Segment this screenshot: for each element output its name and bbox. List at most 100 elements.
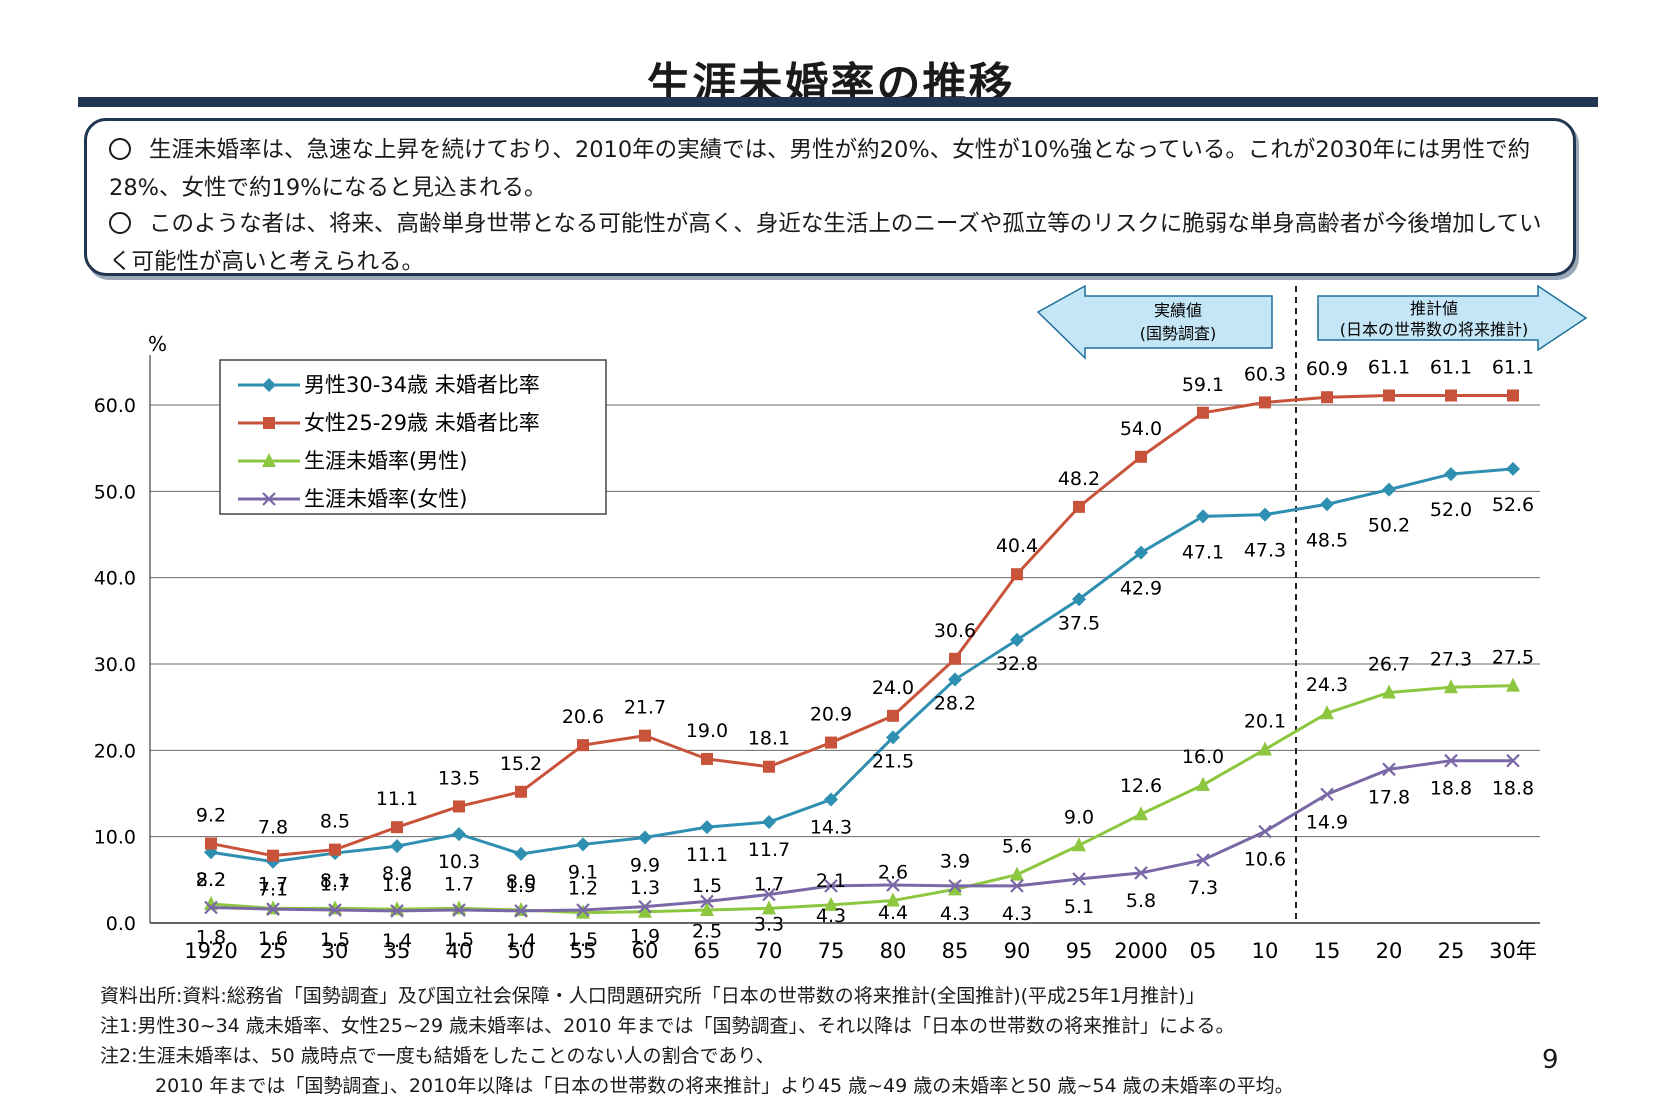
data-label: 9.2 — [196, 805, 226, 827]
x-marker — [204, 900, 218, 915]
x-marker — [1382, 762, 1396, 777]
x-marker-stroke — [948, 879, 962, 893]
x-marker — [1072, 872, 1086, 886]
x-marker-stroke — [1444, 753, 1458, 768]
y-axis-ticks: 0.0 10.0 20.0 30.0 40.0 50.0 60.0 — [94, 395, 136, 935]
data-label: 14.3 — [810, 817, 852, 839]
triangle-marker — [948, 881, 962, 896]
circle-bullet-icon — [109, 138, 131, 160]
x-marker — [948, 879, 962, 893]
series-line-2 — [210, 394, 1513, 858]
x-marker-stroke — [700, 894, 714, 909]
square-marker — [1011, 568, 1023, 581]
x-tick-label: 30 — [322, 939, 349, 963]
data-label: 12.6 — [1120, 775, 1162, 797]
data-label: 24.0 — [872, 677, 914, 699]
diamond-marker — [1320, 497, 1334, 512]
triangle-marker — [1444, 679, 1458, 694]
data-label: 61.1 — [1430, 357, 1472, 379]
note-1: 注1:男性30~34 歳未婚率、女性25~29 歳未婚率は、2010 年までは「… — [100, 1015, 1235, 1037]
x-marker-stroke — [452, 903, 466, 917]
square-marker — [763, 760, 775, 773]
diamond-marker — [262, 378, 276, 392]
square-marker — [205, 837, 217, 850]
x-marker-stroke — [1506, 753, 1520, 768]
data-label: 9.1 — [568, 861, 598, 883]
x-marker-stroke — [1320, 787, 1334, 802]
data-label: 1.7 — [320, 873, 350, 895]
square-marker — [1383, 389, 1395, 402]
x-marker — [1320, 787, 1334, 802]
data-label: 5.1 — [1064, 896, 1094, 918]
circle-bullet-icon — [109, 212, 131, 234]
diamond-marker — [886, 730, 900, 745]
x-tick-label: 25 — [1438, 939, 1465, 963]
data-label: 27.5 — [1492, 647, 1534, 669]
square-marker — [701, 752, 713, 765]
data-label: 1.7 — [258, 873, 288, 895]
triangle-marker — [886, 892, 900, 907]
x-marker — [452, 903, 466, 917]
data-label: 3.9 — [940, 850, 970, 872]
data-label: 11.1 — [686, 844, 728, 866]
square-marker — [1259, 396, 1271, 409]
data-label: 1.4 — [382, 930, 412, 952]
diamond-marker — [1010, 632, 1024, 647]
diamond-marker — [1258, 507, 1272, 522]
square-marker — [1073, 500, 1085, 513]
data-label: 8.1 — [320, 870, 350, 892]
data-label: 1.3 — [630, 877, 660, 899]
data-label: 1.5 — [692, 875, 722, 897]
data-label: 1.6 — [258, 928, 288, 950]
square-marker — [1321, 391, 1333, 404]
diamond-marker — [1382, 482, 1396, 497]
x-tick-label: 35 — [384, 939, 411, 963]
chart-series — [204, 389, 1520, 919]
x-tick-label: 65 — [694, 939, 721, 963]
x-marker — [700, 894, 714, 909]
x-tick-label: 90 — [1004, 939, 1031, 963]
square-marker — [1507, 389, 1519, 402]
data-label: 42.9 — [1120, 578, 1162, 600]
x-tick-label: 80 — [880, 939, 907, 963]
diamond-marker — [638, 830, 652, 845]
data-label: 16.0 — [1182, 746, 1224, 768]
diamond-marker — [514, 846, 528, 861]
note-2-line-2: 2010 年までは「国勢調査」、2010年以降は「日本の世帯数の将来推計」より4… — [155, 1075, 1294, 1097]
x-tick-label: 20 — [1376, 939, 1403, 963]
x-marker — [638, 899, 652, 914]
legend-label: 女性25-29歳 未婚者比率 — [304, 411, 540, 435]
x-marker-stroke — [262, 492, 276, 506]
data-label: 2.2 — [196, 869, 226, 891]
square-marker — [887, 709, 899, 722]
data-label: 13.5 — [438, 767, 480, 789]
square-marker — [949, 652, 961, 665]
x-tick-label: 10 — [1252, 939, 1279, 963]
x-marker — [390, 904, 404, 918]
data-label: 1.6 — [382, 874, 412, 896]
x-tick-label: 2000 — [1114, 939, 1167, 963]
data-label: 18.8 — [1492, 778, 1534, 800]
diamond-marker — [1134, 545, 1148, 560]
actual-arrow-label-1: 実績値 — [1154, 301, 1202, 320]
data-label: 1.5 — [568, 929, 598, 951]
square-marker — [825, 736, 837, 749]
data-label: 18.8 — [1430, 778, 1472, 800]
x-marker-stroke — [886, 878, 900, 892]
triangle-marker — [1134, 806, 1148, 821]
summary-bullet-text: このような者は、将来、高齢単身世帯となる可能性が高く、身近な生活上のニーズや孤立… — [109, 211, 1542, 275]
data-label: 2.5 — [692, 920, 722, 942]
triangle-marker — [700, 902, 714, 917]
diamond-marker — [1444, 467, 1458, 482]
projected-arrow-label-1: 推計値 — [1410, 299, 1458, 318]
chart-gridlines — [149, 355, 1540, 924]
triangle-marker — [1010, 866, 1024, 881]
data-label: 21.7 — [624, 697, 666, 719]
data-label: 40.4 — [996, 535, 1038, 557]
x-marker-stroke — [638, 899, 652, 914]
source-note: 資料出所:資料:総務省「国勢調査」及び国立社会保障・人口問題研究所「日本の世帯数… — [100, 985, 1205, 1007]
triangle-marker — [1258, 741, 1272, 756]
summary-bullet-text: 生涯未婚率は、急速な上昇を続けており、2010年の実績では、男性が約20%、女性… — [109, 137, 1531, 201]
diamond-marker — [576, 837, 590, 852]
diamond-marker — [948, 672, 962, 687]
